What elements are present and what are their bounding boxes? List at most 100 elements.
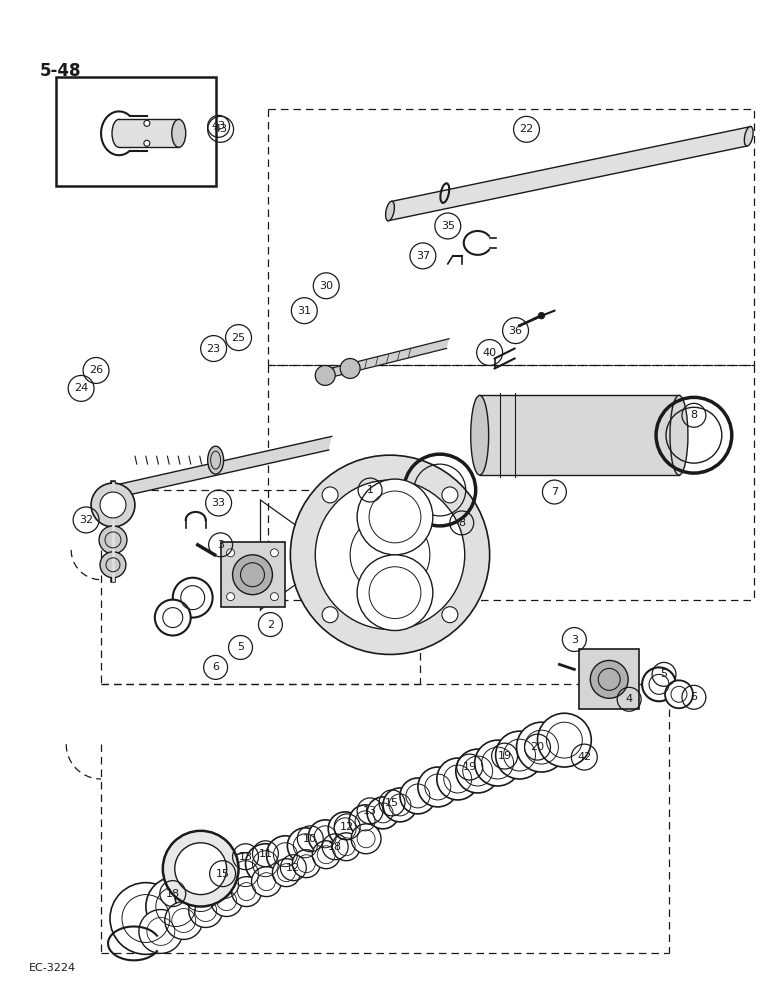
Text: 37: 37 bbox=[416, 251, 430, 261]
Ellipse shape bbox=[744, 127, 753, 146]
Circle shape bbox=[475, 740, 520, 786]
Text: 3: 3 bbox=[217, 540, 224, 550]
Circle shape bbox=[308, 820, 342, 854]
Circle shape bbox=[537, 713, 591, 767]
Circle shape bbox=[322, 487, 338, 503]
Text: 13: 13 bbox=[239, 852, 253, 862]
Bar bbox=[580, 649, 639, 709]
Text: 7: 7 bbox=[551, 487, 558, 497]
Text: 13: 13 bbox=[363, 806, 377, 816]
Ellipse shape bbox=[172, 119, 186, 147]
Text: 43: 43 bbox=[214, 124, 228, 134]
Circle shape bbox=[246, 844, 285, 884]
Circle shape bbox=[292, 850, 321, 878]
Circle shape bbox=[322, 607, 338, 623]
Circle shape bbox=[189, 894, 222, 927]
Text: 26: 26 bbox=[89, 365, 103, 375]
Text: 42: 42 bbox=[577, 752, 591, 762]
Circle shape bbox=[340, 359, 360, 378]
Text: 35: 35 bbox=[441, 221, 455, 231]
Circle shape bbox=[442, 607, 458, 623]
Circle shape bbox=[251, 867, 282, 897]
Circle shape bbox=[271, 593, 278, 601]
Circle shape bbox=[225, 853, 267, 895]
Ellipse shape bbox=[470, 395, 488, 475]
Circle shape bbox=[332, 833, 360, 861]
Circle shape bbox=[200, 861, 246, 907]
Circle shape bbox=[349, 805, 381, 837]
Text: 18: 18 bbox=[165, 889, 180, 899]
Text: 31: 31 bbox=[297, 306, 311, 316]
Circle shape bbox=[99, 526, 127, 554]
Circle shape bbox=[146, 877, 206, 936]
Circle shape bbox=[383, 788, 417, 822]
Circle shape bbox=[456, 749, 500, 793]
Circle shape bbox=[437, 758, 479, 800]
Circle shape bbox=[226, 593, 235, 601]
Text: 25: 25 bbox=[232, 333, 246, 343]
Circle shape bbox=[155, 600, 191, 636]
Circle shape bbox=[100, 552, 126, 578]
Text: 8: 8 bbox=[690, 410, 697, 420]
Circle shape bbox=[163, 831, 239, 907]
Circle shape bbox=[357, 479, 433, 555]
Text: 5-48: 5-48 bbox=[39, 62, 81, 80]
Text: 24: 24 bbox=[74, 383, 88, 393]
Text: 5: 5 bbox=[661, 669, 668, 679]
Text: 8: 8 bbox=[458, 518, 466, 528]
Text: 43: 43 bbox=[211, 121, 225, 131]
Circle shape bbox=[590, 660, 628, 698]
Circle shape bbox=[400, 778, 436, 814]
Text: 19: 19 bbox=[463, 762, 477, 772]
Polygon shape bbox=[112, 436, 332, 499]
Text: 19: 19 bbox=[498, 751, 512, 761]
Text: 32: 32 bbox=[79, 515, 93, 525]
Ellipse shape bbox=[207, 446, 224, 474]
Circle shape bbox=[271, 549, 278, 557]
Polygon shape bbox=[388, 127, 751, 221]
Circle shape bbox=[211, 885, 243, 917]
Circle shape bbox=[272, 859, 300, 887]
Circle shape bbox=[139, 910, 183, 953]
Text: 4: 4 bbox=[626, 694, 633, 704]
Polygon shape bbox=[319, 339, 449, 380]
Text: 36: 36 bbox=[509, 326, 523, 336]
Circle shape bbox=[144, 140, 150, 146]
Circle shape bbox=[232, 555, 272, 595]
Circle shape bbox=[173, 578, 213, 618]
Circle shape bbox=[665, 680, 693, 708]
Text: 15: 15 bbox=[385, 798, 399, 808]
Circle shape bbox=[287, 828, 323, 864]
Text: 2: 2 bbox=[267, 620, 274, 630]
Ellipse shape bbox=[670, 395, 688, 475]
Text: 6: 6 bbox=[212, 662, 219, 672]
Text: 15: 15 bbox=[215, 869, 229, 879]
Circle shape bbox=[357, 555, 433, 631]
Text: 5: 5 bbox=[237, 642, 244, 652]
Circle shape bbox=[442, 487, 458, 503]
Bar bbox=[221, 542, 285, 607]
Circle shape bbox=[110, 883, 182, 954]
Ellipse shape bbox=[112, 119, 126, 147]
Text: EC-3224: EC-3224 bbox=[30, 963, 76, 973]
Text: 6: 6 bbox=[690, 692, 697, 702]
Text: 20: 20 bbox=[530, 742, 544, 752]
Circle shape bbox=[538, 313, 544, 319]
Text: 12: 12 bbox=[286, 863, 300, 873]
Bar bbox=[480, 395, 679, 475]
Ellipse shape bbox=[385, 201, 395, 221]
Circle shape bbox=[100, 492, 126, 518]
Circle shape bbox=[165, 902, 203, 939]
Text: 30: 30 bbox=[319, 281, 333, 291]
Text: 1: 1 bbox=[367, 485, 374, 495]
Circle shape bbox=[516, 722, 566, 772]
Text: 22: 22 bbox=[519, 124, 534, 134]
Circle shape bbox=[495, 731, 544, 779]
Circle shape bbox=[290, 455, 490, 654]
Circle shape bbox=[312, 841, 340, 869]
Text: 11: 11 bbox=[258, 849, 272, 859]
Text: 33: 33 bbox=[211, 498, 225, 508]
Circle shape bbox=[642, 667, 676, 701]
Text: 40: 40 bbox=[483, 348, 497, 358]
Text: 10: 10 bbox=[303, 834, 317, 844]
